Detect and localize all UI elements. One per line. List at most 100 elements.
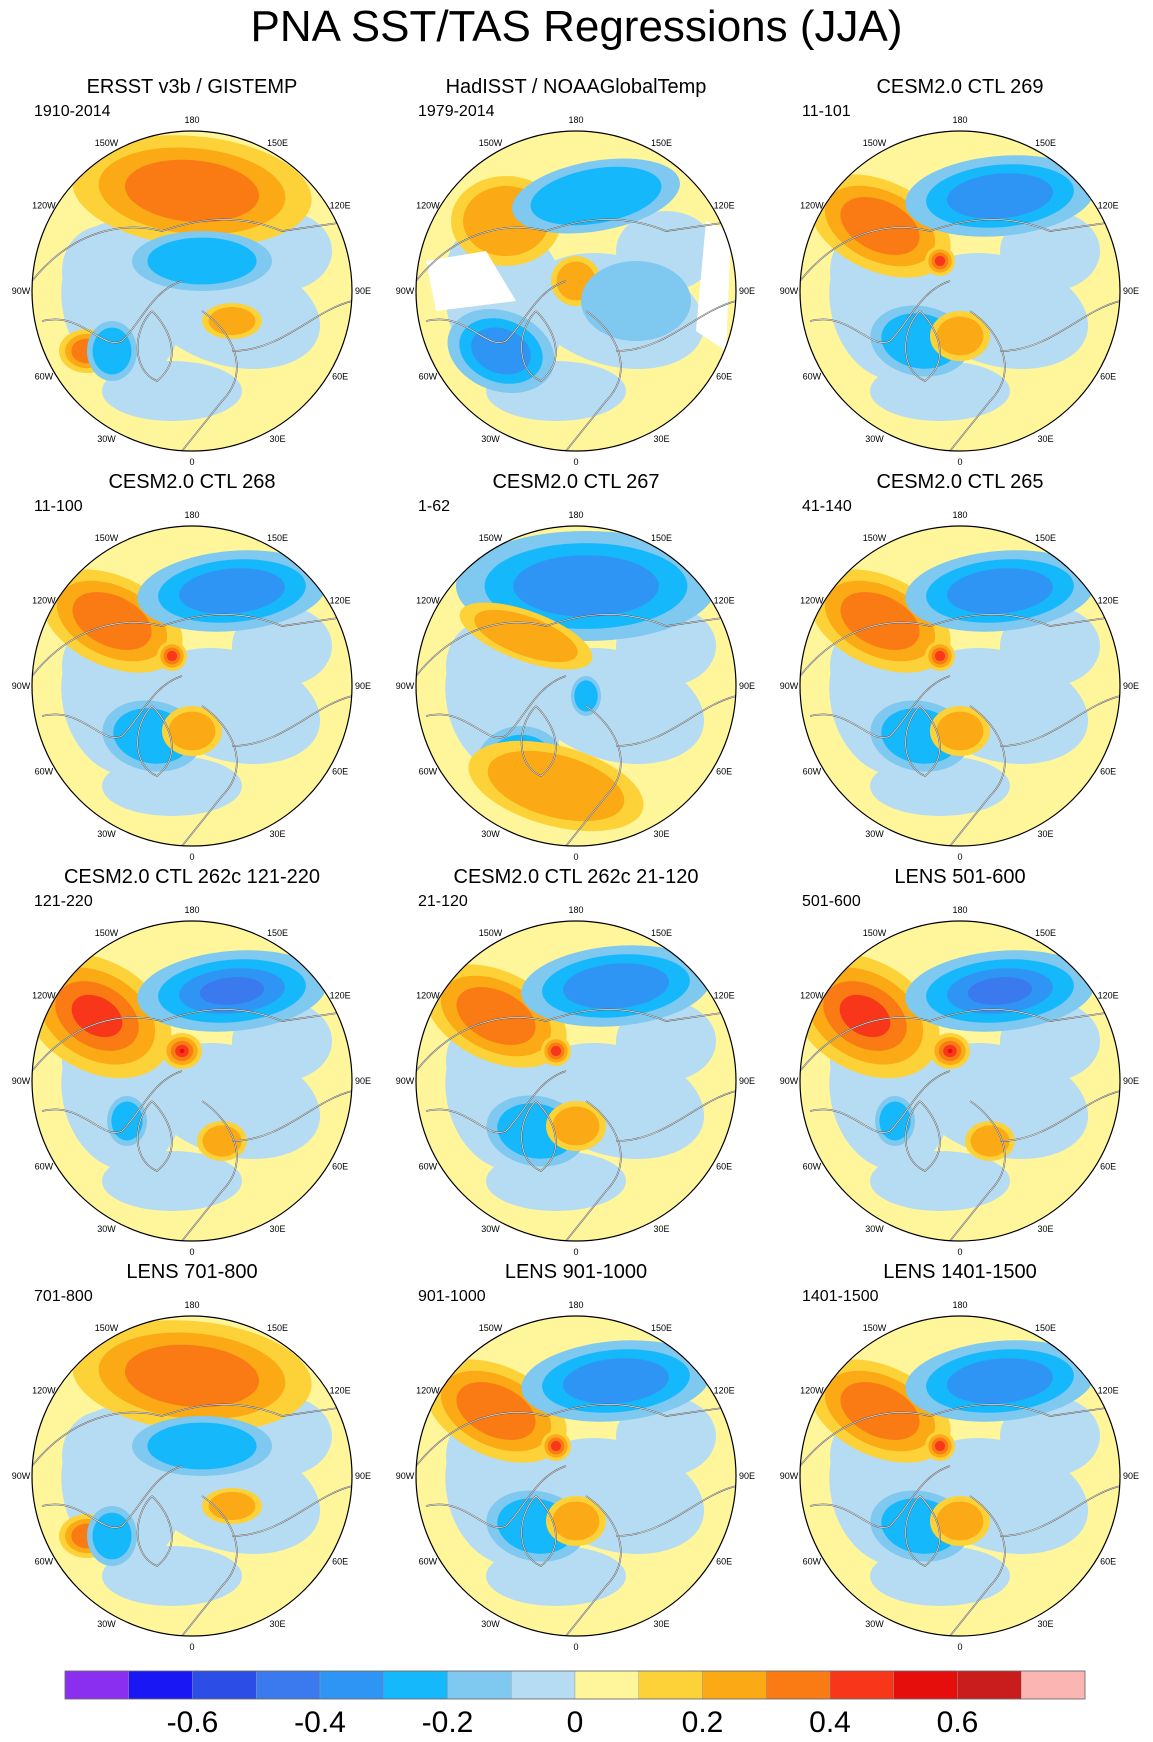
coastline-highlight xyxy=(416,219,736,282)
longitude-label: 120E xyxy=(330,596,351,606)
warm-anomaly xyxy=(166,650,178,662)
longitude-label: 90W xyxy=(780,1471,799,1481)
longitude-label: 30E xyxy=(269,434,285,444)
coastline-highlight xyxy=(425,1465,567,1528)
panel-period: 1979-2014 xyxy=(418,103,495,120)
longitude-label: 0 xyxy=(189,457,194,467)
coastline-highlight xyxy=(181,705,238,846)
longitude-label: 90W xyxy=(12,681,31,691)
longitude-label: 0 xyxy=(189,1642,194,1652)
longitude-label: 150W xyxy=(479,533,503,543)
longitude-label: 90E xyxy=(739,1076,755,1086)
longitude-label: 90E xyxy=(355,286,371,296)
colorbar-swatch xyxy=(766,1670,831,1700)
polar-map: 180 150E 120E 90E 60E 30E 0 30W 60W 90W 120W 150W xyxy=(780,510,1139,862)
longitude-label: 150E xyxy=(651,928,672,938)
colorbar-swatch xyxy=(192,1670,257,1700)
field-layer xyxy=(32,131,352,451)
longitude-label: 120W xyxy=(32,991,56,1001)
cool-anomaly xyxy=(147,237,257,285)
longitude-label: 180 xyxy=(952,115,967,125)
warm-anomaly xyxy=(179,1048,185,1054)
map-panel: 180 150E 120E 90E 60E 30E 0 30W 60W 90W 120W 150W ER… xyxy=(0,75,384,470)
coastline-highlight xyxy=(521,310,557,382)
warm-anomaly xyxy=(840,1382,920,1440)
cool-anomaly xyxy=(111,1101,143,1141)
coastline-highlight xyxy=(809,1465,951,1528)
longitude-label: 120W xyxy=(800,991,824,1001)
colorbar-label: 0.6 xyxy=(937,1706,979,1739)
polar-map: 180 150E 120E 90E 60E 30E 0 30W 60W 90W 120W 150W xyxy=(396,1300,755,1652)
panel-title: CESM2.0 CTL 262c 21-120 xyxy=(453,866,699,888)
field-neutral-region xyxy=(870,1546,1010,1606)
map-border xyxy=(31,920,353,1242)
coastline-highlight xyxy=(999,1090,1120,1142)
longitude-label: 180 xyxy=(952,510,967,520)
longitude-label: 120E xyxy=(330,1386,351,1396)
longitude-label: 120E xyxy=(714,1386,735,1396)
warm-anomaly xyxy=(71,994,123,1038)
longitude-label: 60W xyxy=(419,372,438,382)
warm-anomaly xyxy=(936,711,984,751)
coastline-highlight xyxy=(999,300,1120,352)
colorbar-frame xyxy=(64,1670,1086,1700)
coastline-highlight xyxy=(137,1100,173,1172)
longitude-label: 150W xyxy=(479,138,503,148)
longitude-label: 180 xyxy=(568,115,583,125)
longitude-label: 150E xyxy=(267,138,288,148)
longitude-label: 150E xyxy=(267,928,288,938)
longitude-label: 60E xyxy=(332,372,348,382)
coastline-highlight xyxy=(32,614,352,677)
longitude-label: 90W xyxy=(396,286,415,296)
coastline-highlight xyxy=(137,1495,173,1567)
warm-anomaly xyxy=(934,650,946,662)
longitude-label: 60E xyxy=(716,1162,732,1172)
colorbar-label: -0.4 xyxy=(294,1706,346,1739)
polar-map: 180 150E 120E 90E 60E 30E 0 30W 60W 90W 120W 150W xyxy=(780,1300,1139,1652)
longitude-label: 120E xyxy=(330,201,351,211)
longitude-label: 150W xyxy=(863,533,887,543)
polar-map: 180 150E 120E 90E 60E 30E 0 30W 60W 90W 120W 150W xyxy=(12,905,371,1257)
longitude-label: 120W xyxy=(416,1386,440,1396)
map-border xyxy=(415,1315,737,1637)
coastline-highlight xyxy=(999,1485,1120,1537)
colorbar-swatch xyxy=(638,1670,703,1700)
coastline-highlight xyxy=(425,675,567,738)
colorbar-label: 0.4 xyxy=(809,1706,851,1739)
longitude-label: 150W xyxy=(863,1323,887,1333)
longitude-label: 150W xyxy=(95,1323,119,1333)
field-layer xyxy=(32,1316,352,1636)
longitude-label: 90E xyxy=(355,1471,371,1481)
warm-anomaly xyxy=(840,592,920,650)
panel-period: 11-101 xyxy=(802,103,851,120)
longitude-label: 120E xyxy=(1098,596,1119,606)
colorbar-swatch xyxy=(829,1670,894,1700)
coastline-highlight xyxy=(41,280,183,343)
longitude-label: 120W xyxy=(32,1386,56,1396)
panel-period: 41-140 xyxy=(802,498,852,515)
longitude-label: 60E xyxy=(716,1557,732,1567)
warm-anomaly xyxy=(947,1048,953,1054)
longitude-label: 0 xyxy=(957,1247,962,1257)
polar-map: 180 150E 120E 90E 60E 30E 0 30W 60W 90W 120W 150W xyxy=(12,115,371,467)
warm-anomaly xyxy=(934,1440,946,1452)
longitude-label: 120W xyxy=(416,201,440,211)
warm-anomaly xyxy=(936,316,984,356)
longitude-label: 180 xyxy=(184,115,199,125)
longitude-label: 120W xyxy=(800,596,824,606)
longitude-label: 120W xyxy=(800,1386,824,1396)
coastline-highlight xyxy=(809,1070,951,1133)
coastline-highlight xyxy=(905,705,941,777)
longitude-label: 30E xyxy=(653,829,669,839)
longitude-label: 180 xyxy=(184,1300,199,1310)
colorbar-label: 0.2 xyxy=(682,1706,724,1739)
coastline-highlight xyxy=(565,705,622,846)
longitude-label: 60E xyxy=(332,1557,348,1567)
map-border xyxy=(415,920,737,1242)
longitude-label: 30W xyxy=(481,434,500,444)
field-layer xyxy=(32,526,352,846)
coastline-highlight xyxy=(425,280,567,343)
coastline-highlight xyxy=(949,705,1006,846)
longitude-label: 90W xyxy=(780,286,799,296)
longitude-label: 90E xyxy=(1123,681,1139,691)
